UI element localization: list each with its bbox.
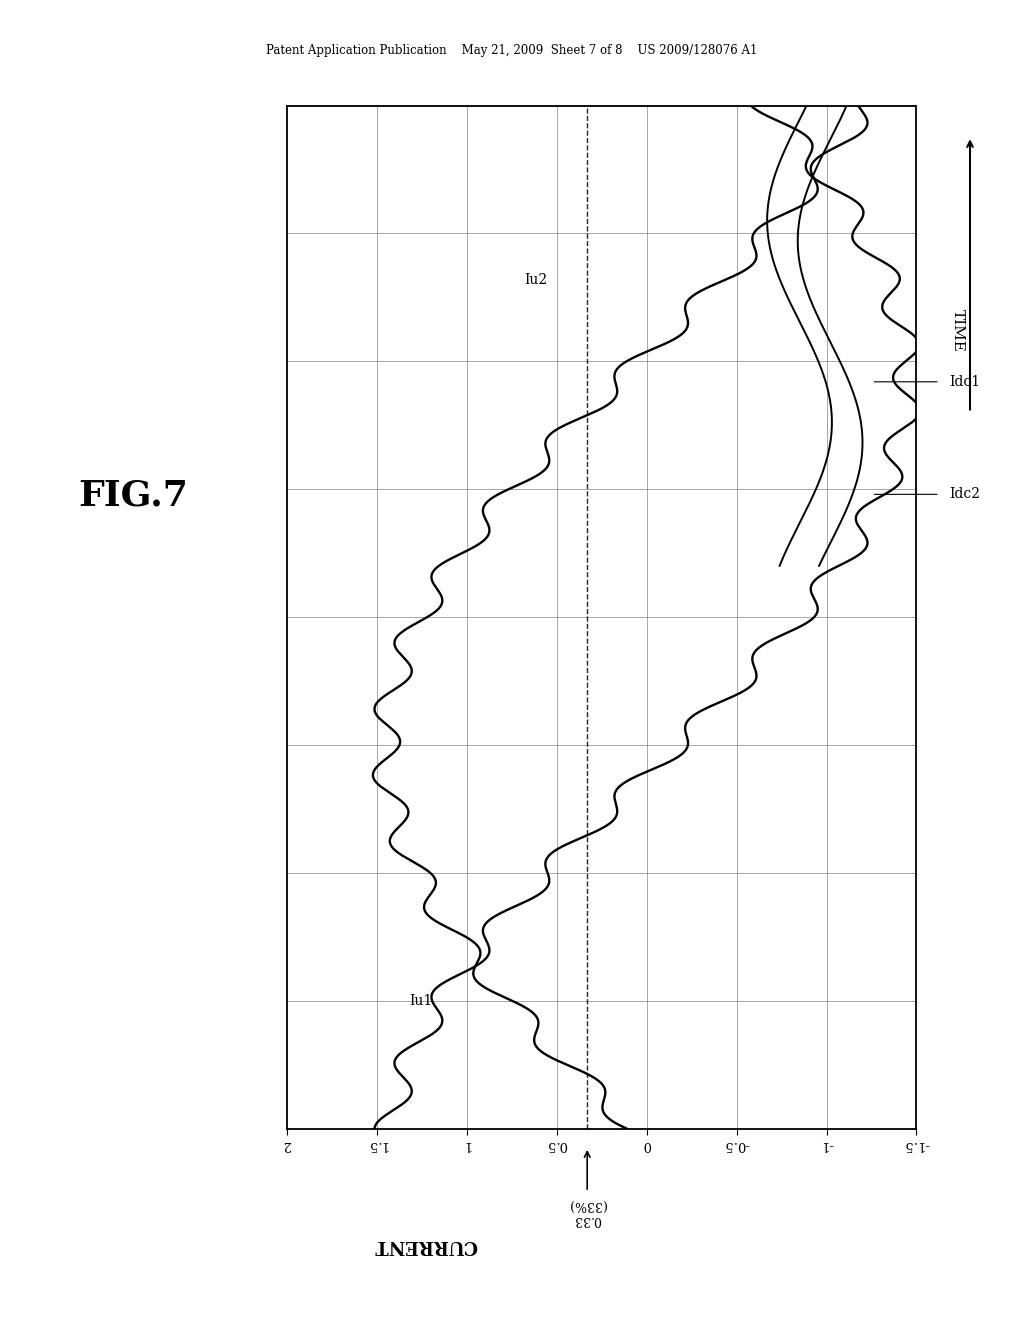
- Text: Patent Application Publication    May 21, 2009  Sheet 7 of 8    US 2009/128076 A: Patent Application Publication May 21, 2…: [266, 44, 758, 57]
- Text: Idc2: Idc2: [949, 487, 980, 502]
- Text: 0.33
(33%): 0.33 (33%): [568, 1199, 606, 1226]
- Text: TIME: TIME: [951, 309, 965, 352]
- Text: CURRENT: CURRENT: [374, 1236, 477, 1254]
- Text: Iu1: Iu1: [409, 994, 432, 1007]
- Text: Idc1: Idc1: [949, 375, 980, 389]
- Text: Iu2: Iu2: [524, 272, 548, 286]
- Text: FIG.7: FIG.7: [78, 478, 188, 512]
